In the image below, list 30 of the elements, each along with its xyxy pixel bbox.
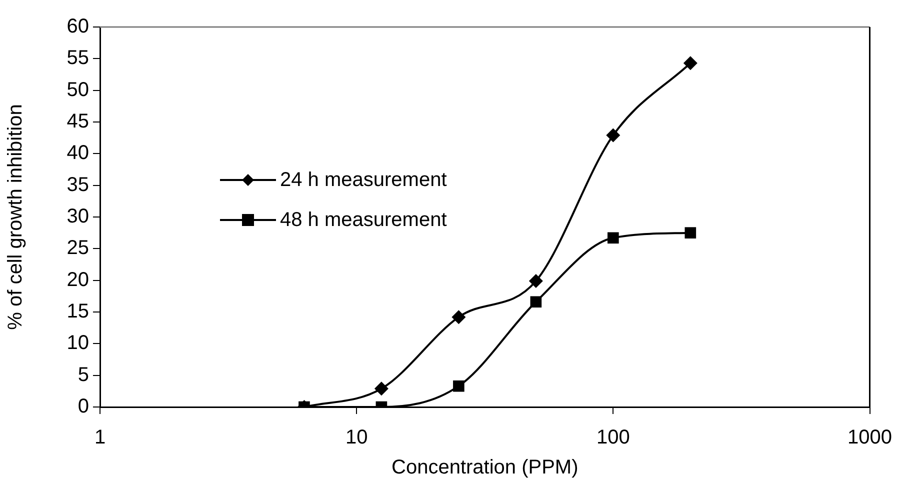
- y-tick-label: 5: [78, 364, 89, 386]
- point: [684, 227, 696, 238]
- y-axis-title: % of cell growth inhibition: [4, 104, 27, 330]
- point: [608, 232, 619, 244]
- y-tick-label: 35: [66, 174, 89, 196]
- legend-label: 48 h measurement: [280, 208, 447, 232]
- point: [683, 56, 698, 70]
- point: [528, 274, 543, 288]
- y-tick-label: 10: [66, 332, 89, 354]
- y-tick-label: 25: [66, 237, 89, 260]
- point: [530, 296, 542, 308]
- x-axis-title: Concentration (PPM): [392, 456, 578, 479]
- y-tick-label: 50: [66, 78, 89, 101]
- y-tick-label: 40: [66, 142, 89, 164]
- y-tick-label: 55: [66, 47, 89, 70]
- point: [374, 382, 388, 396]
- point: [606, 128, 620, 142]
- y-tick-label: 30: [66, 206, 89, 228]
- x-tick-label: 100: [596, 426, 630, 449]
- y-tick-label: 0: [78, 396, 89, 418]
- point: [452, 310, 466, 324]
- y-tick-label: 45: [66, 110, 89, 133]
- y-tick-label: 60: [66, 16, 89, 38]
- legend-label: 24 h measurement: [280, 168, 447, 192]
- x-tick-label: 10: [345, 426, 368, 449]
- y-tick-label: 15: [66, 300, 89, 323]
- x-tick-label: 1000: [848, 426, 892, 449]
- point: [453, 380, 464, 392]
- y-tick-label: 20: [66, 268, 89, 291]
- x-tick-label: 1: [94, 426, 106, 449]
